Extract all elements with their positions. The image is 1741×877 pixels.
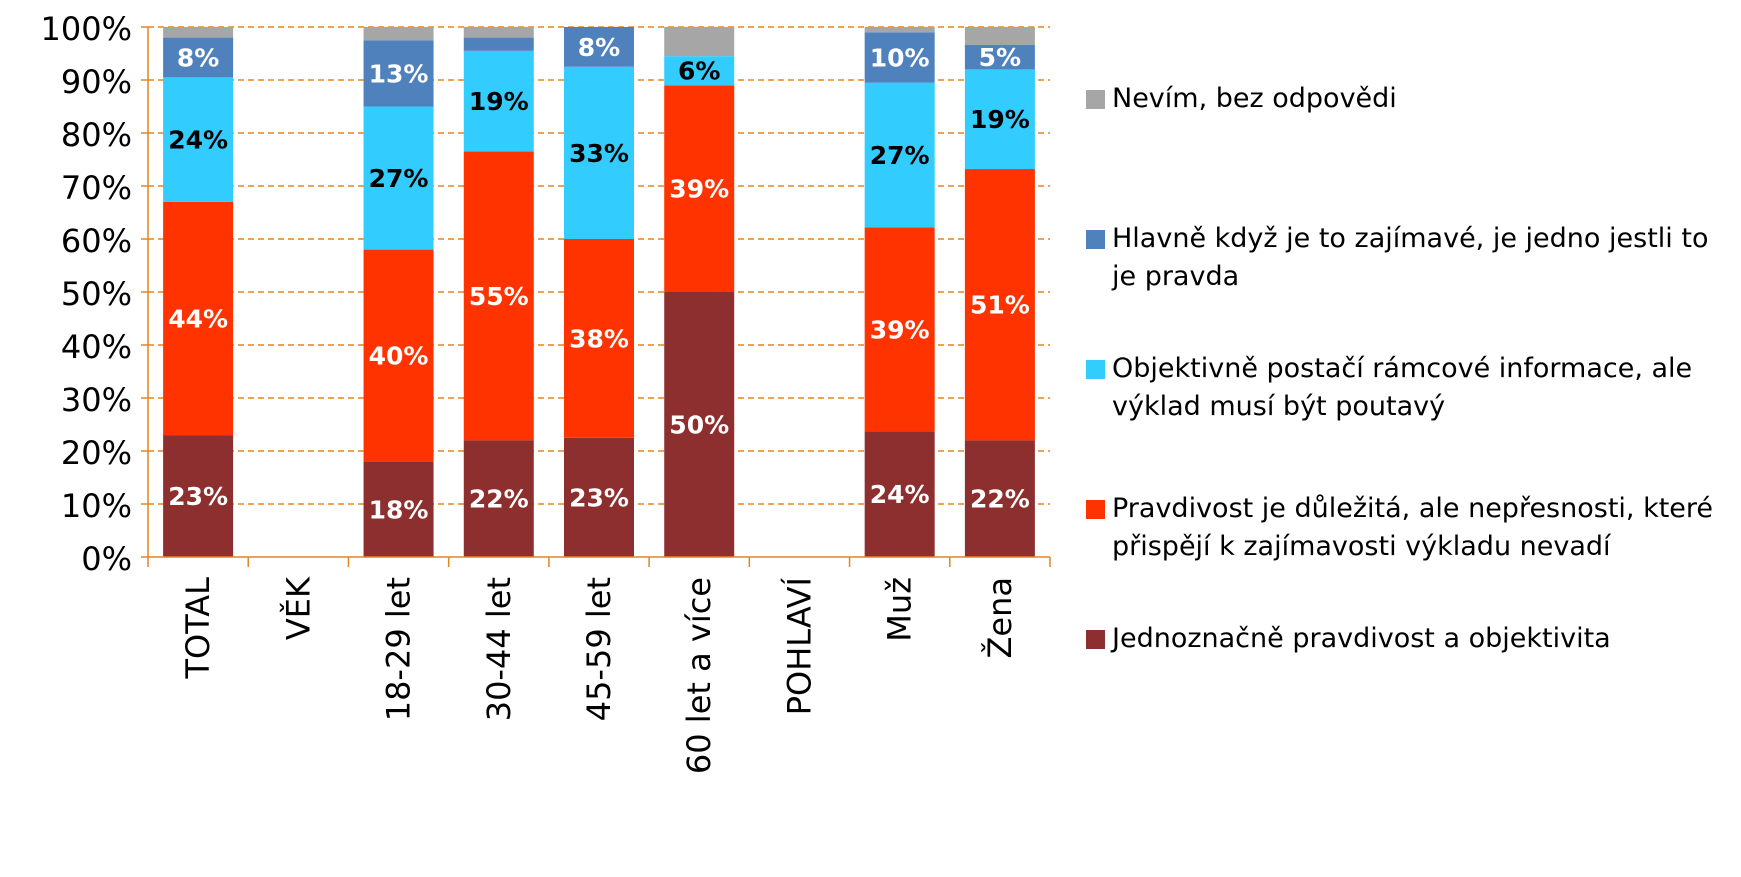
- y-tick-label: 80%: [61, 116, 132, 154]
- legend-swatch: [1086, 630, 1105, 649]
- x-tick-label: 60 let a více: [680, 577, 718, 774]
- legend-label: Objektivně postačí rámcové informace, al…: [1112, 353, 1693, 422]
- bar-segment: [964, 27, 1035, 46]
- bar-segment: [864, 431, 935, 557]
- bar-segment: [363, 106, 434, 250]
- data-label: 23%: [168, 482, 228, 511]
- data-label: 19%: [469, 87, 529, 116]
- data-label: 22%: [970, 485, 1030, 514]
- bar-segment: [363, 461, 434, 557]
- data-label: 22%: [469, 485, 529, 514]
- bar-segment: [564, 66, 634, 239]
- x-tick-label: Žena: [981, 577, 1019, 659]
- bar-segment: [363, 249, 434, 462]
- legend-item: Objektivně postačí rámcové informace, al…: [1086, 350, 1726, 426]
- data-label: 33%: [569, 139, 629, 168]
- bar-segment: [463, 151, 534, 441]
- x-tick-label: 45-59 let: [580, 577, 618, 721]
- legend-label: Pravdivost je důležitá, ale nepřesnosti,…: [1112, 493, 1714, 562]
- legend-item: Nevím, bez odpovědi: [1086, 80, 1726, 118]
- bar-segment: [163, 37, 234, 78]
- data-label: 6%: [678, 57, 720, 86]
- legend-item: Hlavně když je to zajímavé, je jedno jes…: [1086, 220, 1726, 296]
- data-label: 23%: [569, 483, 629, 512]
- legend-swatch: [1086, 500, 1105, 519]
- y-tick-label: 40%: [61, 328, 132, 366]
- bar-segment: [964, 69, 1035, 170]
- data-label: 19%: [970, 105, 1030, 134]
- bar-segment: [664, 56, 735, 86]
- legend-label: Nevím, bez odpovědi: [1112, 83, 1397, 114]
- data-label: 27%: [870, 141, 930, 170]
- bar-segment: [564, 437, 634, 557]
- bar-segment: [463, 50, 534, 152]
- x-tick-label: VĚK: [279, 576, 317, 640]
- bar-segment: [964, 45, 1035, 70]
- data-label: 44%: [168, 305, 228, 334]
- bar-segment: [463, 37, 534, 51]
- bar-segment: [463, 440, 534, 557]
- y-tick-label: 50%: [61, 275, 132, 313]
- data-label: 24%: [168, 126, 228, 155]
- x-tick-label: TOTAL: [179, 577, 217, 680]
- data-label: 39%: [669, 175, 729, 204]
- bar-segment: [163, 201, 234, 436]
- legend-label: Jednoznačně pravdivost a objektivita: [1112, 623, 1611, 654]
- y-tick-label: 10%: [61, 487, 132, 525]
- data-label: 39%: [870, 315, 930, 344]
- y-tick-label: 70%: [61, 169, 132, 207]
- data-label: 27%: [369, 164, 429, 193]
- data-label: 51%: [970, 291, 1030, 320]
- data-label: 13%: [369, 59, 429, 88]
- bar-segment: [864, 82, 935, 228]
- legend-item: Jednoznačně pravdivost a objektivita: [1086, 620, 1726, 658]
- data-label: 5%: [979, 43, 1021, 72]
- data-label: 38%: [569, 324, 629, 353]
- legend-swatch: [1086, 90, 1105, 109]
- y-tick-label: 90%: [61, 63, 132, 101]
- x-tick-label: 30-44 let: [480, 577, 518, 721]
- y-tick-label: 100%: [41, 10, 132, 48]
- bar-segment: [363, 27, 434, 41]
- bar-segment: [463, 27, 534, 38]
- bar-segment: [363, 40, 434, 107]
- data-label: 40%: [369, 342, 429, 371]
- bar-segment: [163, 77, 234, 202]
- bar-segment: [564, 239, 634, 438]
- data-label: 50%: [669, 411, 729, 440]
- legend-swatch: [1086, 230, 1105, 249]
- x-tick-label: POHLAVÍ: [780, 577, 818, 715]
- y-tick-label: 30%: [61, 381, 132, 419]
- legend-item: Pravdivost je důležitá, ale nepřesnosti,…: [1086, 490, 1726, 566]
- y-tick-label: 20%: [61, 434, 132, 472]
- data-label: 10%: [870, 43, 930, 72]
- legend-swatch: [1086, 360, 1105, 379]
- y-tick-label: 60%: [61, 222, 132, 260]
- bar-segment: [664, 27, 735, 57]
- data-label: 8%: [578, 33, 620, 62]
- data-label: 24%: [870, 480, 930, 509]
- bar-segment: [864, 227, 935, 432]
- x-tick-label: Muž: [881, 577, 919, 642]
- bar-segment: [564, 27, 634, 67]
- bar-segment: [163, 435, 234, 557]
- y-tick-label: 0%: [81, 540, 132, 578]
- bar-segment: [864, 27, 935, 33]
- bar-segment: [664, 85, 735, 292]
- bar-segment: [864, 32, 935, 83]
- data-label: 18%: [369, 495, 429, 524]
- bar-segment: [163, 27, 234, 38]
- data-label: 55%: [469, 282, 529, 311]
- bar-segment: [664, 292, 735, 557]
- x-tick-label: 18-29 let: [380, 577, 418, 721]
- bar-segment: [964, 169, 1035, 441]
- data-label: 8%: [177, 43, 219, 72]
- bar-segment: [964, 440, 1035, 557]
- legend-label: Hlavně když je to zajímavé, je jedno jes…: [1112, 223, 1709, 292]
